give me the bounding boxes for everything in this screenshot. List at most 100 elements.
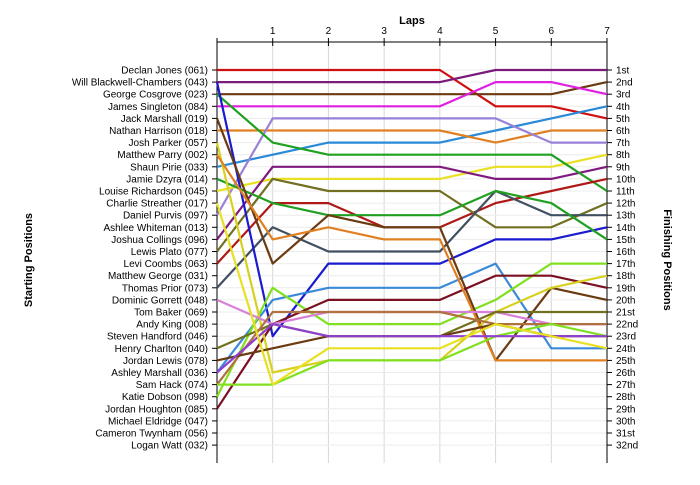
starting-position-label: Katie Dobson (098) xyxy=(122,392,208,403)
axes xyxy=(212,38,612,463)
finishing-position-label: 1st xyxy=(616,66,630,77)
finishing-position-label: 14th xyxy=(616,223,635,234)
series-line xyxy=(217,68,607,84)
starting-position-label: James Singleton (084) xyxy=(108,102,208,113)
x-tick-label: 5 xyxy=(493,26,499,37)
series-lines xyxy=(215,68,608,410)
finishing-position-label: 31st xyxy=(616,429,635,440)
starting-position-label: Jamie Dzyra (014) xyxy=(126,174,208,185)
finishing-position-label: 29th xyxy=(616,404,635,415)
starting-position-label: Josh Parker (057) xyxy=(129,138,208,149)
starting-position-label: Dominic Gorrett (048) xyxy=(112,295,208,306)
starting-position-label: Jordan Houghton (085) xyxy=(105,404,208,415)
starting-position-label: Ashley Marshall (036) xyxy=(111,368,208,379)
starting-position-label: Charlie Streather (017) xyxy=(106,199,208,210)
series-line xyxy=(216,93,608,192)
starting-position-label: Shaun Pirie (033) xyxy=(130,162,208,173)
series-line xyxy=(216,177,608,253)
starting-position-label: Sam Hack (074) xyxy=(136,380,208,391)
starting-position-label: Michael Eldridge (047) xyxy=(108,416,208,427)
finishing-position-label: 5th xyxy=(616,114,630,125)
starting-position-label: Daniel Purvis (097) xyxy=(123,211,208,222)
x-tick-label: 6 xyxy=(549,26,555,37)
starting-position-label: Cameron Twynham (056) xyxy=(95,429,208,440)
series-line xyxy=(216,189,607,289)
finishing-position-label: 3rd xyxy=(616,90,630,101)
finishing-position-label: 22nd xyxy=(616,320,638,331)
series-line xyxy=(217,68,608,120)
x-tick-label: 4 xyxy=(437,26,443,37)
starting-position-label: Henry Charlton (040) xyxy=(115,344,208,355)
y-axis-right-title: Finishing Positions xyxy=(661,209,673,310)
starting-position-label: Joshua Collings (096) xyxy=(111,235,208,246)
finishing-position-label: 2nd xyxy=(616,78,633,89)
starting-position-label: Thomas Prior (073) xyxy=(122,283,208,294)
chart-title: Laps xyxy=(399,15,425,27)
starting-position-label: Ashlee Whiteman (013) xyxy=(104,223,209,234)
finishing-position-label: 8th xyxy=(616,150,630,161)
starting-position-label: Tom Baker (069) xyxy=(134,308,208,319)
starting-position-label: Steven Handford (046) xyxy=(107,332,208,343)
starting-position-label: Logan Watt (032) xyxy=(131,441,208,452)
finishing-position-label: 24th xyxy=(616,344,635,355)
finishing-position-label: 12th xyxy=(616,199,635,210)
series-line xyxy=(216,153,608,193)
finishing-position-label: 13th xyxy=(616,211,635,222)
series-line xyxy=(215,202,608,386)
series-line xyxy=(215,81,608,338)
finishing-position-label: 17th xyxy=(616,259,635,270)
series-line xyxy=(216,117,607,216)
starting-position-label: Louise Richardson (045) xyxy=(99,187,208,198)
starting-position-label: Will Blackwell-Chambers (043) xyxy=(72,78,208,89)
starting-position-label: Nathan Harrison (018) xyxy=(109,126,208,137)
finishing-position-label: 16th xyxy=(616,247,635,258)
series-line xyxy=(216,165,608,241)
series-line xyxy=(215,118,608,362)
finishing-position-label: 21st xyxy=(616,308,635,319)
y-axis-left-title: Starting Positions xyxy=(23,213,35,307)
series-line xyxy=(216,154,607,362)
series-line xyxy=(216,177,608,241)
x-tick-label: 7 xyxy=(604,26,610,37)
finishing-position-label: 7th xyxy=(616,138,630,149)
series-line xyxy=(217,81,608,96)
series-line xyxy=(217,129,607,144)
series-line xyxy=(216,105,608,168)
starting-position-label: Andy King (008) xyxy=(136,320,208,331)
finishing-position-label: 11th xyxy=(616,187,635,198)
starting-position-label: Jack Marshall (019) xyxy=(121,114,208,125)
tick-labels: 1 2 3 4 5 6 7 Declan Jones (061)Will Blackwell-… xyxy=(72,26,638,452)
series-line xyxy=(217,323,608,386)
starting-position-label: Lewis Plato (077) xyxy=(131,247,208,258)
finishing-position-label: 18th xyxy=(616,271,635,282)
x-tick-label: 3 xyxy=(381,26,387,37)
series-line xyxy=(216,274,608,410)
finishing-position-label: 9th xyxy=(616,162,630,173)
finishing-position-label: 28th xyxy=(616,392,635,403)
finishing-position-label: 26th xyxy=(616,368,635,379)
series-line xyxy=(217,80,608,108)
series-line xyxy=(216,262,607,398)
starting-position-label: Declan Jones (061) xyxy=(121,66,208,77)
series-line xyxy=(215,142,608,374)
starting-position-label: Matthew Parry (002) xyxy=(117,150,208,161)
finishing-position-label: 19th xyxy=(616,283,635,294)
x-tick-label: 1 xyxy=(270,26,276,37)
series-line xyxy=(216,323,607,374)
finishing-position-label: 15th xyxy=(616,235,635,246)
finishing-position-label: 20th xyxy=(616,295,635,306)
finishing-position-label: 10th xyxy=(616,174,635,185)
starting-position-label: George Cosgrove (023) xyxy=(103,90,208,101)
series-line xyxy=(216,310,607,386)
finishing-position-label: 6th xyxy=(616,126,630,137)
series-line xyxy=(216,262,607,374)
starting-position-label: Jordan Lewis (078) xyxy=(123,356,208,367)
starting-position-label: Levi Coombs (063) xyxy=(124,259,208,270)
starting-position-label: Matthew George (031) xyxy=(108,271,208,282)
x-tick-label: 2 xyxy=(326,26,332,37)
finishing-position-label: 25th xyxy=(616,356,635,367)
finishing-position-label: 30th xyxy=(616,416,635,427)
finishing-position-label: 27th xyxy=(616,380,635,391)
